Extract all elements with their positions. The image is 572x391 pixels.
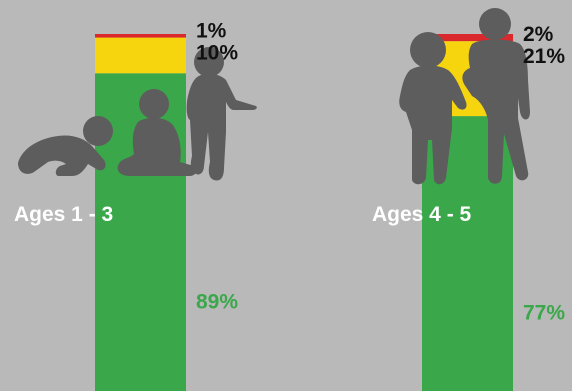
- older-child-silhouette-icon: [462, 8, 530, 184]
- standing-toddler-silhouette-icon: [186, 47, 257, 181]
- bar-segment-red-ages-4-5: [422, 34, 513, 42]
- percent-label-green-ages-1-3: 89%: [196, 290, 238, 313]
- sitting-baby-silhouette-icon: [117, 89, 197, 176]
- category-label-ages-1-3: Ages 1 - 3: [14, 203, 113, 226]
- percent-label-yellow-ages-4-5: 21%: [523, 45, 565, 68]
- crawling-baby-silhouette-icon: [18, 116, 113, 176]
- percent-label-red-ages-1-3: 1%: [196, 20, 227, 43]
- percent-label-yellow-ages-1-3: 10%: [196, 42, 238, 65]
- percent-labels-layer: 89% 10%1% 77% 21%2%: [196, 20, 565, 325]
- percent-label-green-ages-4-5: 77%: [523, 302, 565, 325]
- walking-child-silhouette-icon: [399, 32, 467, 185]
- bar-segment-yellow-ages-1-3: [95, 37, 186, 74]
- percent-label-red-ages-4-5: 2%: [523, 23, 554, 46]
- category-label-ages-4-5: Ages 4 - 5: [372, 203, 472, 226]
- bar-segment-red-ages-1-3: [95, 34, 186, 38]
